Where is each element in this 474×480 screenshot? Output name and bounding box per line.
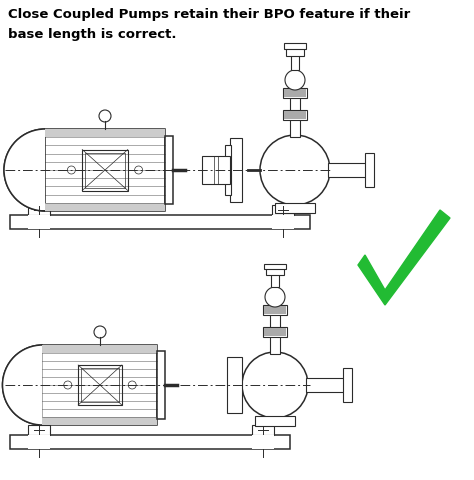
Text: base length is correct.: base length is correct. xyxy=(8,28,176,41)
Circle shape xyxy=(99,110,111,122)
Bar xyxy=(225,145,231,195)
Circle shape xyxy=(260,135,330,205)
Circle shape xyxy=(265,287,285,307)
Bar xyxy=(365,153,374,187)
Bar xyxy=(328,163,366,177)
Bar xyxy=(43,345,157,353)
Bar xyxy=(10,215,310,229)
Bar xyxy=(85,153,125,188)
Bar xyxy=(263,305,287,315)
Circle shape xyxy=(242,352,308,418)
Bar xyxy=(270,300,280,354)
Bar xyxy=(283,88,307,98)
Circle shape xyxy=(64,381,72,389)
Bar xyxy=(271,272,279,287)
Bar xyxy=(344,371,351,399)
Bar xyxy=(45,129,165,137)
Bar xyxy=(28,435,50,449)
Bar xyxy=(157,351,165,419)
Bar xyxy=(43,345,157,425)
Bar xyxy=(45,203,165,211)
Wedge shape xyxy=(4,129,45,211)
Bar xyxy=(165,135,173,204)
Polygon shape xyxy=(358,210,450,305)
Bar xyxy=(81,368,119,402)
Circle shape xyxy=(67,166,75,174)
Circle shape xyxy=(94,326,106,338)
Circle shape xyxy=(285,70,305,90)
Bar xyxy=(306,378,344,392)
Bar xyxy=(264,264,286,269)
Bar xyxy=(227,357,242,413)
Bar xyxy=(202,156,230,184)
Bar xyxy=(252,435,274,449)
Bar xyxy=(275,203,315,213)
Bar xyxy=(45,129,165,211)
Bar xyxy=(284,43,306,49)
Bar xyxy=(366,156,373,184)
Circle shape xyxy=(135,166,143,174)
Bar xyxy=(252,425,274,435)
Circle shape xyxy=(128,381,136,389)
Bar xyxy=(272,215,294,229)
Bar xyxy=(230,138,242,202)
Bar xyxy=(28,205,50,215)
Bar xyxy=(264,306,286,314)
Bar xyxy=(82,149,128,191)
Wedge shape xyxy=(2,345,43,425)
Bar xyxy=(263,327,287,337)
Bar xyxy=(28,215,50,229)
Bar xyxy=(283,110,307,120)
Bar xyxy=(343,368,352,402)
Bar xyxy=(290,83,300,137)
Bar xyxy=(284,89,306,97)
Bar xyxy=(78,365,122,405)
Bar xyxy=(43,417,157,425)
Bar xyxy=(255,416,295,426)
Bar xyxy=(264,328,286,336)
Bar xyxy=(272,205,294,215)
Bar xyxy=(286,48,304,56)
Bar xyxy=(266,268,284,275)
Text: Close Coupled Pumps retain their BPO feature if their: Close Coupled Pumps retain their BPO fea… xyxy=(8,8,410,21)
Bar xyxy=(291,52,299,70)
Bar xyxy=(28,425,50,435)
Bar xyxy=(10,435,290,449)
Bar xyxy=(284,111,306,119)
